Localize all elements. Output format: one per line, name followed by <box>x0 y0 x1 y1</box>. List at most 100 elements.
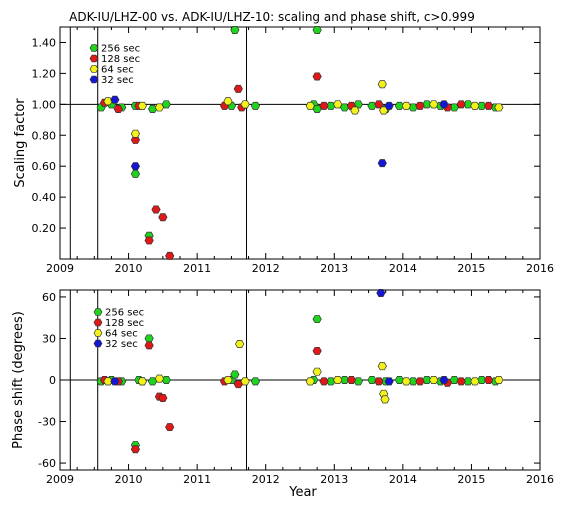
scaling-point-128-sec <box>144 236 154 245</box>
phase-point-128-sec <box>312 346 322 355</box>
phase-point-64-sec <box>305 377 315 386</box>
scaling-legend-marker <box>89 75 99 84</box>
scaling-point-128-sec <box>415 101 425 110</box>
phase-point-256-sec <box>147 377 158 386</box>
scaling-point-32-sec <box>130 162 141 171</box>
phase-legend-marker <box>93 308 103 316</box>
scaling-point-128-sec <box>151 205 161 214</box>
phase-point-128-sec <box>415 377 425 386</box>
phase-point-256-sec <box>312 315 322 324</box>
phase-point-64-sec <box>470 377 480 386</box>
phase-point-64-sec <box>494 376 504 384</box>
scaling-panel: 2009 2010 2011 2012 2013 2014 2015 2016 0.20 0.40… <box>13 26 554 275</box>
phase-point-256-sec <box>250 377 261 386</box>
scaling-point-128-sec <box>312 72 322 81</box>
phase-point-64-sec <box>235 340 245 348</box>
phase-point-64-sec <box>154 374 165 383</box>
phase-panel: 2009 2010 2011 2012 2013 2014 2015 2016 -60 -30 0 3… <box>11 289 554 500</box>
phase-point-128-sec <box>374 377 384 386</box>
phase-point-256-sec <box>230 370 240 379</box>
phase-x-tick-label: 2016 <box>526 473 554 486</box>
phase-point-32-sec <box>439 376 449 384</box>
scaling-point-64-sec <box>103 97 113 106</box>
scaling-legend-marker <box>89 44 99 52</box>
scaling-point-128-sec <box>113 104 123 113</box>
scaling-legend-marker <box>89 54 99 63</box>
phase-point-64-sec <box>240 377 250 386</box>
phase-legend-marker <box>93 339 103 348</box>
scaling-legend-marker <box>89 65 99 73</box>
phase-x-tick-label: 2009 <box>46 473 74 486</box>
phase-legend-label: 32 sec <box>105 339 138 350</box>
phase-point-64-sec <box>333 376 343 384</box>
phase-point-64-sec <box>401 377 411 386</box>
scaling-y-tick-label: 0.80 <box>32 129 57 142</box>
scaling-point-128-sec <box>483 101 494 110</box>
scaling-point-128-sec <box>233 84 243 93</box>
scaling-x-tick-label: 2013 <box>320 262 348 275</box>
scaling-y-tick-label: 0.40 <box>32 191 57 204</box>
phase-y-tick-label: 0 <box>49 374 56 387</box>
phase-x-tick-label: 2014 <box>389 473 417 486</box>
phase-point-64-sec <box>429 376 439 384</box>
scaling-x-tick-label: 2015 <box>457 262 485 275</box>
phase-point-128-sec <box>456 377 466 386</box>
phase-legend-label: 128 sec <box>105 318 144 329</box>
scaling-point-32-sec <box>439 100 449 109</box>
phase-point-256-sec <box>144 334 154 343</box>
scaling-point-64-sec <box>137 101 147 110</box>
scaling-y-tick-label: 1.40 <box>32 36 57 49</box>
scaling-point-32-sec <box>110 95 120 104</box>
phase-point-128-sec <box>165 423 175 432</box>
scaling-point-64-sec <box>494 103 504 112</box>
phase-y-tick-label: 60 <box>42 291 56 304</box>
scaling-point-256-sec <box>130 169 141 178</box>
phase-legend-label: 256 sec <box>105 308 144 319</box>
phase-point-32-sec <box>384 377 394 386</box>
phase-point-32-sec <box>376 289 386 297</box>
phase-y-axis-label: Phase shift (degrees) <box>11 311 26 449</box>
phase-point-128-sec <box>130 445 141 454</box>
phase-legend-marker <box>93 318 103 327</box>
phase-x-tick-label: 2013 <box>320 473 348 486</box>
scaling-legend-label: 256 sec <box>101 44 140 55</box>
scaling-point-64-sec <box>470 101 480 110</box>
phase-y-tick-label: -60 <box>38 457 56 470</box>
scaling-point-64-sec <box>333 100 343 109</box>
x-axis-label: Year <box>288 485 317 500</box>
scaling-x-tick-label: 2016 <box>526 262 554 275</box>
phase-point-64-sec <box>377 362 387 371</box>
scaling-point-256-sec <box>367 101 377 110</box>
scaling-y-tick-label: 0.20 <box>32 222 57 235</box>
scaling-point-64-sec <box>429 100 439 109</box>
scaling-y-axis-label: Scaling factor <box>13 98 28 188</box>
phase-x-tick-label: 2010 <box>115 473 143 486</box>
phase-point-128-sec <box>158 394 168 402</box>
scaling-point-256-sec <box>230 26 240 34</box>
phase-legend-label: 64 sec <box>105 329 138 340</box>
scaling-y-tick-label: 1.20 <box>32 67 57 80</box>
phase-x-tick-label: 2012 <box>252 473 280 486</box>
scaling-point-64-sec <box>240 100 250 109</box>
phase-legend-marker <box>93 329 103 337</box>
phase-point-128-sec <box>144 341 154 350</box>
scaling-point-32-sec <box>377 159 387 168</box>
scaling-x-tick-label: 2010 <box>115 262 143 275</box>
phase-point-256-sec <box>367 376 377 384</box>
phase-point-128-sec <box>319 377 329 386</box>
phase-point-128-sec <box>346 376 357 384</box>
scaling-point-128-sec <box>158 213 168 222</box>
scaling-point-64-sec <box>130 129 141 138</box>
phase-x-tick-label: 2011 <box>183 473 211 486</box>
phase-point-64-sec <box>380 395 390 404</box>
scaling-point-128-sec <box>456 100 466 109</box>
scaling-point-32-sec <box>384 101 394 110</box>
phase-point-128-sec <box>483 376 494 384</box>
scaling-point-256-sec <box>394 101 405 110</box>
scaling-point-256-sec <box>250 101 261 110</box>
phase-point-32-sec <box>110 377 120 386</box>
scaling-point-64-sec <box>305 101 315 110</box>
